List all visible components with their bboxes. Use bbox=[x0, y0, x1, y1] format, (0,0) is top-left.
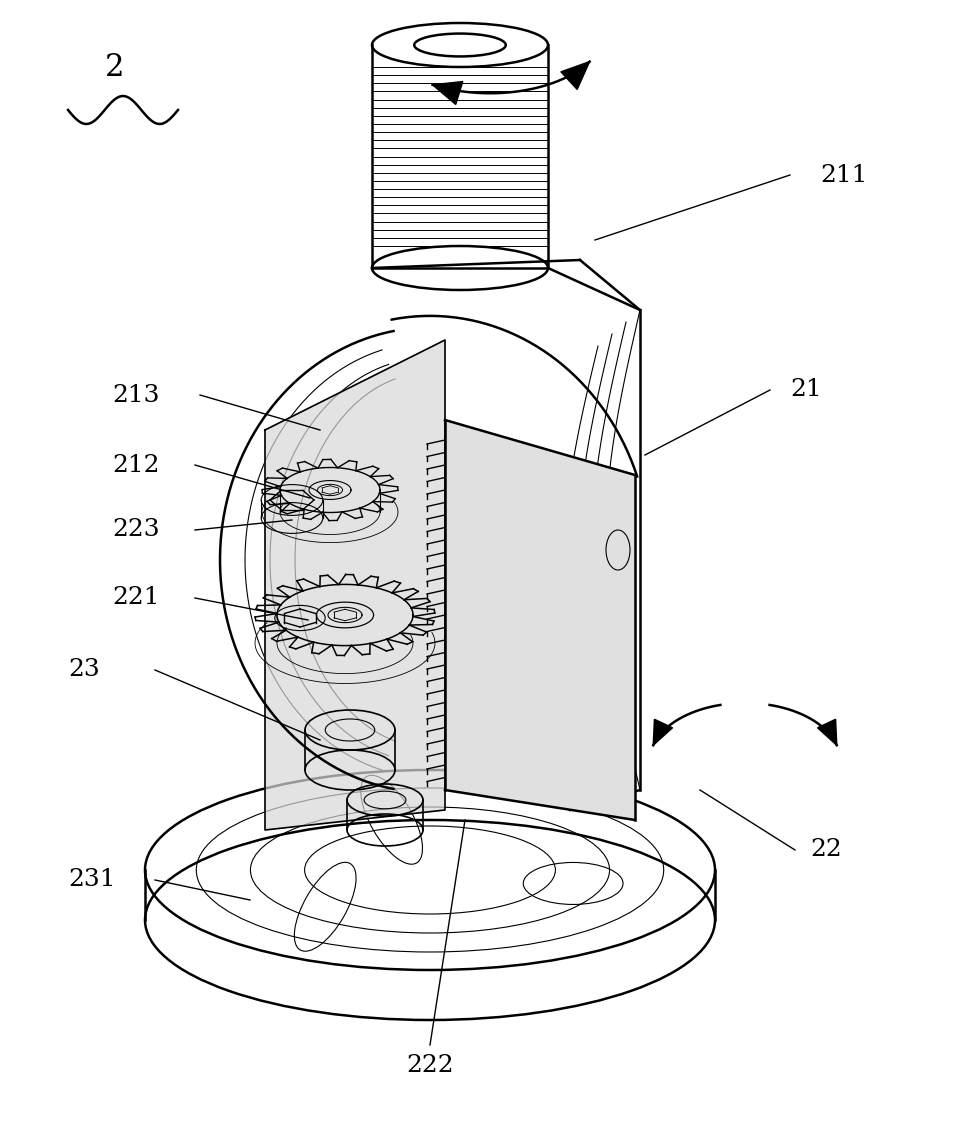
Polygon shape bbox=[817, 719, 837, 745]
Text: 213: 213 bbox=[112, 384, 159, 406]
Text: 223: 223 bbox=[112, 519, 159, 541]
Text: 23: 23 bbox=[68, 658, 99, 682]
Text: 222: 222 bbox=[406, 1053, 454, 1077]
Text: 212: 212 bbox=[112, 453, 159, 477]
Text: 22: 22 bbox=[810, 838, 841, 862]
Polygon shape bbox=[445, 420, 635, 820]
Text: 221: 221 bbox=[112, 586, 159, 610]
Polygon shape bbox=[561, 62, 589, 90]
Polygon shape bbox=[265, 340, 445, 830]
Text: 21: 21 bbox=[790, 378, 821, 402]
Text: 2: 2 bbox=[105, 53, 125, 83]
Text: 211: 211 bbox=[820, 163, 867, 187]
Polygon shape bbox=[653, 719, 672, 745]
Text: 231: 231 bbox=[68, 868, 116, 891]
Polygon shape bbox=[433, 81, 463, 105]
